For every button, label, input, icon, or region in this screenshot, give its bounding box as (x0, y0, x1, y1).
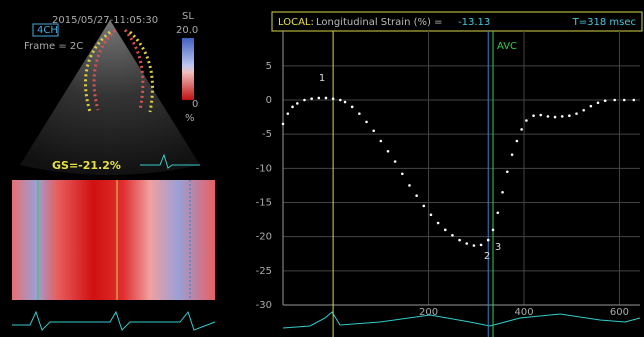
y-tick-label: -25 (256, 266, 272, 277)
data-point (547, 115, 550, 118)
ecg (12, 312, 215, 330)
data-point (339, 99, 342, 102)
ecg (283, 312, 640, 328)
data-point (632, 99, 635, 102)
y-tick-label: -15 (256, 198, 272, 209)
data-point (458, 239, 461, 242)
data-point (332, 97, 335, 100)
data-point (554, 116, 557, 119)
data-point (597, 101, 600, 104)
data-point (480, 244, 483, 247)
data-point (496, 211, 499, 214)
data-point (380, 140, 383, 143)
y-tick-label: 5 (266, 61, 272, 72)
scale-unit: % (185, 113, 195, 124)
data-point (506, 170, 509, 173)
data-point (532, 114, 535, 117)
header-time: T=318 msec (572, 17, 636, 28)
data-point (575, 112, 578, 115)
y-tick-label: -30 (256, 300, 272, 311)
data-point (317, 97, 320, 100)
data-point (415, 194, 418, 197)
global-strain: GS=-21.2% (52, 159, 121, 172)
data-point (520, 128, 523, 131)
data-point (568, 114, 571, 117)
data-point (561, 115, 564, 118)
data-point (487, 239, 490, 242)
data-point (310, 97, 313, 100)
point-label: 3 (495, 242, 501, 253)
data-point (516, 140, 519, 143)
data-point (325, 97, 328, 100)
header-mode: LOCAL: (278, 17, 314, 28)
color-bar (182, 38, 194, 100)
y-tick-label: 0 (266, 95, 272, 106)
data-point (525, 119, 528, 122)
data-point (422, 205, 425, 208)
marker-label: AVC (497, 41, 517, 52)
strain-map (12, 180, 215, 300)
data-point (303, 99, 306, 102)
y-tick-label: -10 (256, 163, 272, 174)
y-tick-label: -5 (262, 129, 272, 140)
timestamp: 2015/05/27-11:05:30 (52, 15, 158, 26)
data-point (286, 112, 289, 115)
scale-max: 20.0 (176, 25, 198, 36)
data-point (501, 191, 504, 194)
page: {"echo_panel": {"timestamp": "2015/05/27… (0, 0, 644, 337)
data-point (365, 121, 368, 124)
y-tick-label: -20 (256, 232, 272, 243)
scale-zero: 0 (192, 99, 198, 110)
data-point (387, 150, 390, 153)
data-point (282, 123, 285, 126)
x-tick-label: 400 (514, 307, 533, 318)
screen: 2015/05/27-11:05:30 4CH Frame = 2C SL 20… (0, 0, 644, 337)
point-label: 1 (319, 73, 325, 84)
data-point (623, 99, 626, 102)
header-label: Longitudinal Strain (%) = (316, 17, 442, 28)
x-tick-label: 200 (419, 307, 438, 318)
data-point (492, 229, 495, 232)
data-point (296, 102, 299, 105)
data-point (401, 173, 404, 176)
data-point (465, 242, 468, 245)
data-point (511, 153, 514, 156)
data-point (408, 184, 411, 187)
data-point (394, 160, 397, 163)
data-point (590, 105, 593, 108)
data-point (473, 244, 476, 247)
scale-name: SL (182, 11, 194, 22)
point-label: 2 (484, 251, 490, 262)
data-point (613, 99, 616, 102)
data-point (539, 114, 542, 117)
data-point (604, 99, 607, 102)
data-point (451, 234, 454, 237)
data-point (344, 101, 347, 104)
data-point (372, 129, 375, 132)
frame: Frame = 2C (24, 41, 83, 52)
data-point (358, 112, 361, 115)
data-point (582, 109, 585, 112)
data-point (291, 106, 294, 109)
header-value: -13.13 (458, 17, 490, 28)
data-point (430, 214, 433, 217)
data-point (444, 229, 447, 232)
data-point (437, 222, 440, 225)
data-point (351, 106, 354, 109)
x-tick-label: 600 (610, 307, 629, 318)
view: 4CH (37, 25, 58, 36)
